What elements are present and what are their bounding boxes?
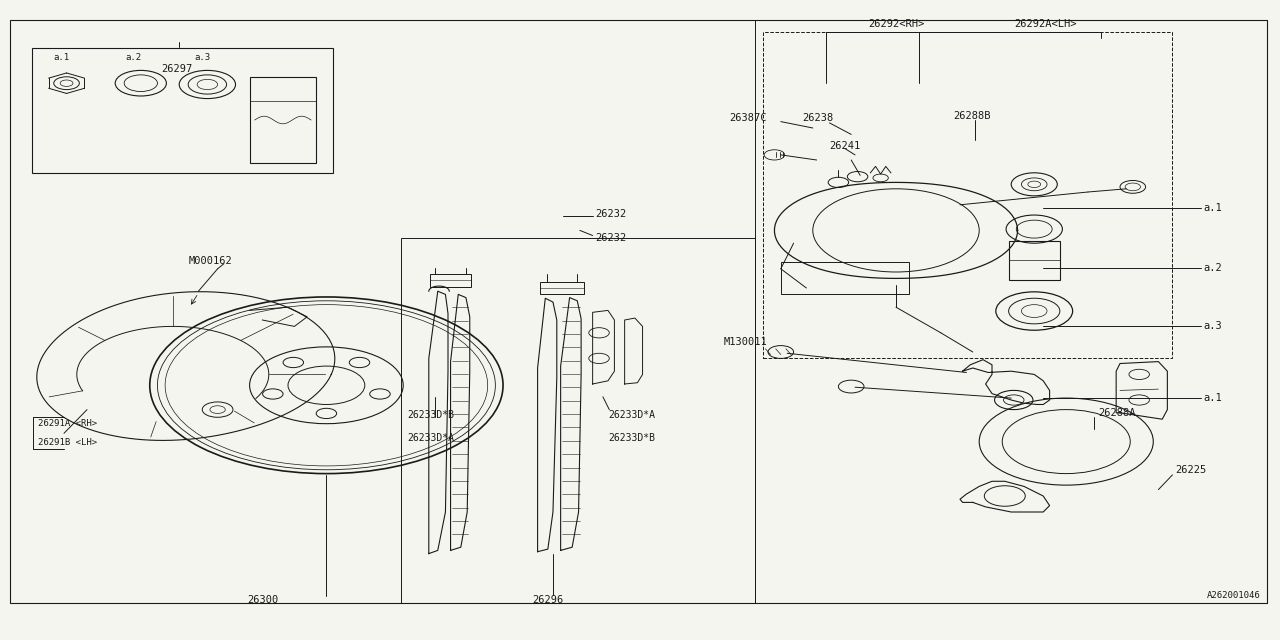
Text: 26225: 26225 xyxy=(1175,465,1206,476)
Text: a.2: a.2 xyxy=(125,53,142,62)
Text: 26296: 26296 xyxy=(532,595,563,605)
Bar xyxy=(763,32,1172,358)
Text: M130011: M130011 xyxy=(723,337,767,348)
Bar xyxy=(401,238,755,603)
Text: a.1: a.1 xyxy=(1203,393,1222,403)
Text: 26241: 26241 xyxy=(829,141,860,151)
Bar xyxy=(1009,241,1060,280)
Text: 26387C: 26387C xyxy=(730,113,767,124)
Bar xyxy=(430,274,471,287)
Text: 26300: 26300 xyxy=(247,595,278,605)
Text: 26297: 26297 xyxy=(161,64,192,74)
Text: 26292A<LH>: 26292A<LH> xyxy=(1014,19,1076,29)
Bar xyxy=(540,282,584,294)
Text: 26233D*B: 26233D*B xyxy=(407,410,454,420)
Bar xyxy=(755,20,1267,603)
Text: 26232: 26232 xyxy=(595,233,626,243)
Text: 26233D*A: 26233D*A xyxy=(407,433,454,444)
Text: 26291A <RH>: 26291A <RH> xyxy=(38,419,97,428)
Text: 26292<RH>: 26292<RH> xyxy=(868,19,924,29)
Text: 26233D*A: 26233D*A xyxy=(608,410,655,420)
Text: a.2: a.2 xyxy=(1203,262,1222,273)
Text: 26288A: 26288A xyxy=(1098,408,1135,418)
Text: 26291B <LH>: 26291B <LH> xyxy=(38,438,97,447)
Text: M000162: M000162 xyxy=(188,256,232,266)
Bar xyxy=(250,77,316,163)
Bar xyxy=(32,48,333,173)
Text: a.1: a.1 xyxy=(1203,203,1222,213)
Text: a.3: a.3 xyxy=(1203,321,1222,332)
Text: a.3: a.3 xyxy=(195,53,211,62)
Text: 26288B: 26288B xyxy=(954,111,991,122)
Text: 26238: 26238 xyxy=(803,113,833,124)
Bar xyxy=(781,262,909,294)
Text: 26233D*B: 26233D*B xyxy=(608,433,655,444)
Text: A262001046: A262001046 xyxy=(1207,591,1261,600)
Text: a.1: a.1 xyxy=(54,53,70,62)
Text: 26232: 26232 xyxy=(595,209,626,220)
